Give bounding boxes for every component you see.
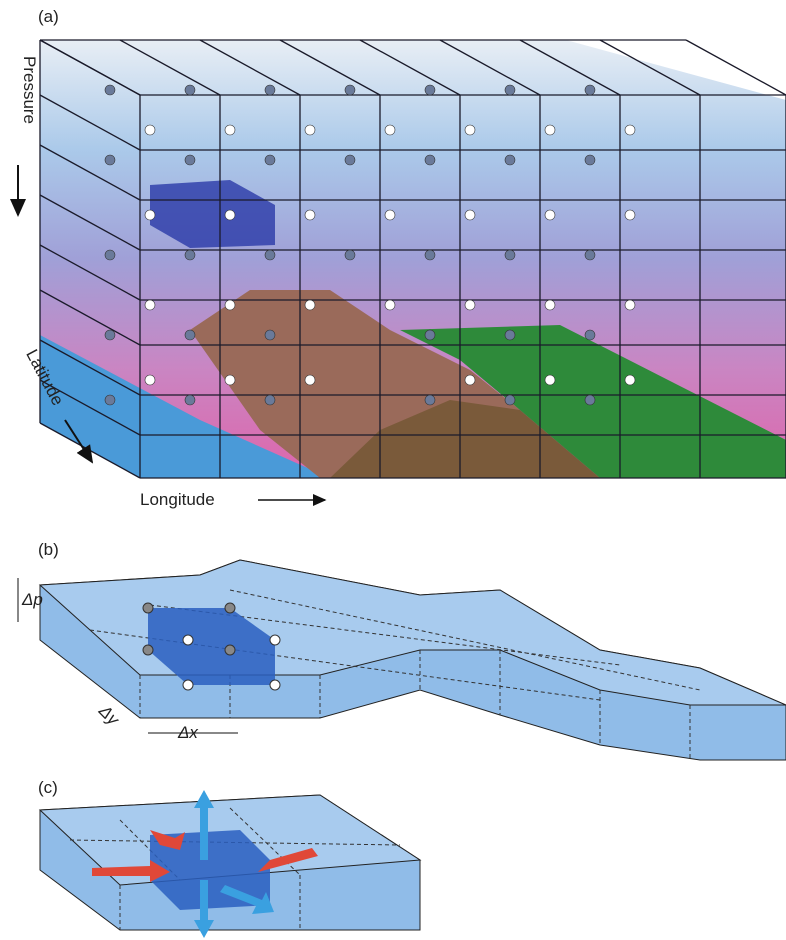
grid-point xyxy=(625,125,635,135)
grid-point xyxy=(345,85,355,95)
grid-point xyxy=(425,330,435,340)
grid-point xyxy=(585,330,595,340)
panel-b: (b) Δp Δy Δx xyxy=(18,540,786,760)
grid-point xyxy=(225,375,235,385)
figure: (a) Pressure Latitude Longitude (b) Δp Δ… xyxy=(0,0,786,940)
grid-point xyxy=(185,330,195,340)
grid-point xyxy=(105,250,115,260)
grid-point xyxy=(385,210,395,220)
grid-point xyxy=(105,85,115,95)
grid-point xyxy=(505,395,515,405)
grid-point xyxy=(305,210,315,220)
grid-point xyxy=(305,125,315,135)
grid-point xyxy=(465,375,475,385)
grid-point xyxy=(145,125,155,135)
grid-point xyxy=(145,210,155,220)
grid-point xyxy=(145,375,155,385)
grid-point xyxy=(505,85,515,95)
grid-point xyxy=(185,395,195,405)
grid-point xyxy=(425,85,435,95)
grid-point xyxy=(145,300,155,310)
delta-p: Δp xyxy=(21,590,43,609)
grid-point xyxy=(625,300,635,310)
grid-point xyxy=(545,210,555,220)
grid-point xyxy=(265,250,275,260)
longitude-label: Longitude xyxy=(140,490,215,509)
grid-point xyxy=(625,375,635,385)
delta-y: Δy xyxy=(94,701,123,730)
panel-label: (c) xyxy=(38,778,58,797)
grid-point xyxy=(585,155,595,165)
panel-a: (a) Pressure Latitude Longitude xyxy=(18,7,786,509)
grid-point xyxy=(225,125,235,135)
grid-point xyxy=(465,210,475,220)
grid-point xyxy=(545,375,555,385)
grid-point xyxy=(185,85,195,95)
grid-point xyxy=(465,300,475,310)
grid-point xyxy=(305,375,315,385)
grid-point xyxy=(545,300,555,310)
grid-point xyxy=(505,330,515,340)
grid-point xyxy=(105,330,115,340)
grid-point xyxy=(425,395,435,405)
grid-point xyxy=(505,155,515,165)
grid-point xyxy=(305,300,315,310)
grid-point xyxy=(585,85,595,95)
grid-point xyxy=(185,250,195,260)
grid-point xyxy=(505,250,515,260)
grid-point xyxy=(265,395,275,405)
grid-point xyxy=(585,250,595,260)
grid-point xyxy=(185,155,195,165)
grid-point xyxy=(345,250,355,260)
grid-point xyxy=(265,330,275,340)
grid-point xyxy=(425,250,435,260)
grid-point xyxy=(265,155,275,165)
grid-point xyxy=(345,155,355,165)
grid-point xyxy=(465,125,475,135)
grid-point xyxy=(385,300,395,310)
pressure-label: Pressure xyxy=(20,56,39,124)
grid-point xyxy=(105,155,115,165)
grid-point xyxy=(225,210,235,220)
panel-label: (a) xyxy=(38,7,59,26)
grid-point xyxy=(105,395,115,405)
grid-point xyxy=(225,300,235,310)
grid-point xyxy=(585,395,595,405)
panel-label: (b) xyxy=(38,540,59,559)
grid-point xyxy=(385,125,395,135)
grid-point xyxy=(425,155,435,165)
grid-point xyxy=(545,125,555,135)
grid-point xyxy=(625,210,635,220)
panel-c: (c) xyxy=(38,778,420,938)
grid-point xyxy=(265,85,275,95)
